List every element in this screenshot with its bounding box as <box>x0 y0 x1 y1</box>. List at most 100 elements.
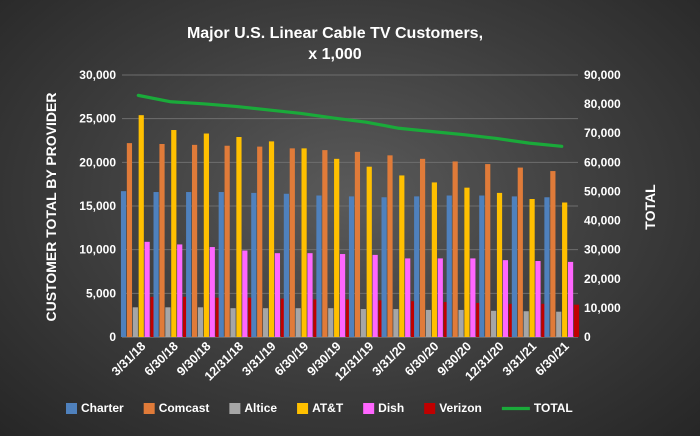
legend-label-dish: Dish <box>378 401 404 415</box>
legend-swatch-charter <box>66 403 77 414</box>
y-tick-label: 5,000 <box>86 286 116 300</box>
bar-altice <box>230 308 236 337</box>
bar-dish <box>470 258 476 337</box>
bar-group <box>120 115 580 337</box>
bar-altice <box>393 309 399 337</box>
bar-verizon <box>280 298 286 337</box>
bar-att <box>268 141 275 337</box>
bar-dish <box>144 241 150 337</box>
bar-altice <box>523 311 529 337</box>
y2-tick-label: 40,000 <box>584 214 621 228</box>
x-tick-label: 6/30/21 <box>532 339 571 378</box>
bar-comcast <box>289 148 295 337</box>
bar-charter <box>316 195 322 337</box>
y-tick-label: 25,000 <box>79 112 116 126</box>
y-tick-label: 15,000 <box>79 199 116 213</box>
y2-tick-label: 30,000 <box>584 243 621 257</box>
bar-verizon <box>248 297 254 337</box>
y-axis-label: CUSTOMER TOTAL BY PROVIDER <box>43 93 59 322</box>
bar-charter <box>186 192 192 337</box>
bar-dish <box>567 261 574 337</box>
bar-verizon <box>541 303 547 337</box>
bar-verizon <box>215 297 221 337</box>
chart-title: Major U.S. Linear Cable TV Customers, <box>187 25 483 42</box>
legend-label-verizon: Verizon <box>439 401 482 415</box>
y2-axis-label: TOTAL <box>642 184 658 230</box>
y2-tick-label: 50,000 <box>584 184 621 198</box>
bar-altice <box>295 308 301 337</box>
legend-label-altice: Altice <box>244 401 277 415</box>
bar-att <box>138 115 144 337</box>
bar-dish <box>372 254 378 337</box>
x-tick-label: 6/30/20 <box>402 339 441 378</box>
bar-comcast <box>419 158 426 337</box>
bar-comcast <box>322 150 328 337</box>
legend: Charter Comcast Altice AT&T Dish Verizon TOTAL <box>66 401 573 415</box>
bar-verizon <box>378 300 384 337</box>
y-tick-label: 10,000 <box>79 243 116 257</box>
x-tick-label: 3/31/19 <box>239 339 278 378</box>
y2-tick-label: 90,000 <box>584 68 621 82</box>
legend-label-total: TOTAL <box>534 401 573 415</box>
bar-dish <box>209 247 215 337</box>
bar-altice <box>165 307 171 337</box>
legend-swatch-verizon <box>424 403 436 414</box>
legend-label-comcast: Comcast <box>159 401 210 415</box>
x-tick-label: 6/30/18 <box>142 339 181 378</box>
bar-charter <box>153 192 159 337</box>
bar-charter <box>414 196 420 337</box>
bar-att <box>496 192 503 337</box>
x-axis-ticks: 3/31/186/30/189/30/1812/31/183/31/196/30… <box>109 339 572 383</box>
bar-comcast <box>485 164 491 337</box>
bar-charter <box>544 197 550 337</box>
bar-verizon <box>508 303 514 337</box>
bar-verizon <box>573 304 580 337</box>
bar-verizon <box>150 296 156 337</box>
bar-charter <box>446 195 452 337</box>
bar-comcast <box>159 143 165 337</box>
bar-charter <box>283 193 289 337</box>
bar-charter <box>479 195 485 337</box>
x-tick-label: 6/30/19 <box>272 339 311 378</box>
bar-charter <box>511 196 517 337</box>
bar-att <box>464 187 470 337</box>
bar-altice <box>491 310 497 337</box>
bar-dish <box>339 254 346 337</box>
bar-altice <box>197 307 204 337</box>
bar-comcast <box>191 144 198 337</box>
bar-dish <box>274 253 281 337</box>
bar-comcast <box>452 161 458 337</box>
bar-altice <box>360 309 366 337</box>
bar-dish <box>405 258 411 337</box>
x-tick-label: 3/31/20 <box>370 339 409 378</box>
y-axis-ticks: 0 5,000 10,000 15,000 20,000 25,000 30,000 <box>79 68 116 344</box>
bar-att <box>301 148 307 337</box>
bar-att <box>203 133 209 337</box>
y2-tick-label: 70,000 <box>584 126 621 140</box>
bar-verizon <box>183 296 189 337</box>
bar-dish <box>177 244 183 337</box>
bar-verizon <box>411 301 417 337</box>
y2-tick-label: 80,000 <box>584 97 621 111</box>
bar-comcast <box>257 146 263 337</box>
bar-att <box>236 137 242 337</box>
legend-swatch-comcast <box>143 403 155 414</box>
bar-charter <box>348 196 355 337</box>
legend-label-att: AT&T <box>312 401 344 415</box>
bar-verizon <box>313 299 319 337</box>
bar-dish <box>242 250 248 337</box>
bar-charter <box>120 191 127 337</box>
bar-comcast <box>550 171 556 337</box>
bar-dish <box>535 261 541 337</box>
y2-tick-label: 0 <box>584 330 591 344</box>
y2-axis-ticks: 0 10,000 20,000 30,000 40,000 50,000 60,000 70,… <box>584 68 621 344</box>
bar-dish <box>502 260 509 337</box>
bar-att <box>366 166 372 337</box>
bar-dish <box>437 258 443 337</box>
bar-att <box>334 158 340 337</box>
x-tick-label: 3/31/18 <box>109 339 148 378</box>
legend-swatch-dish <box>363 403 375 414</box>
y-tick-label: 30,000 <box>79 68 116 82</box>
bar-altice <box>132 307 138 337</box>
